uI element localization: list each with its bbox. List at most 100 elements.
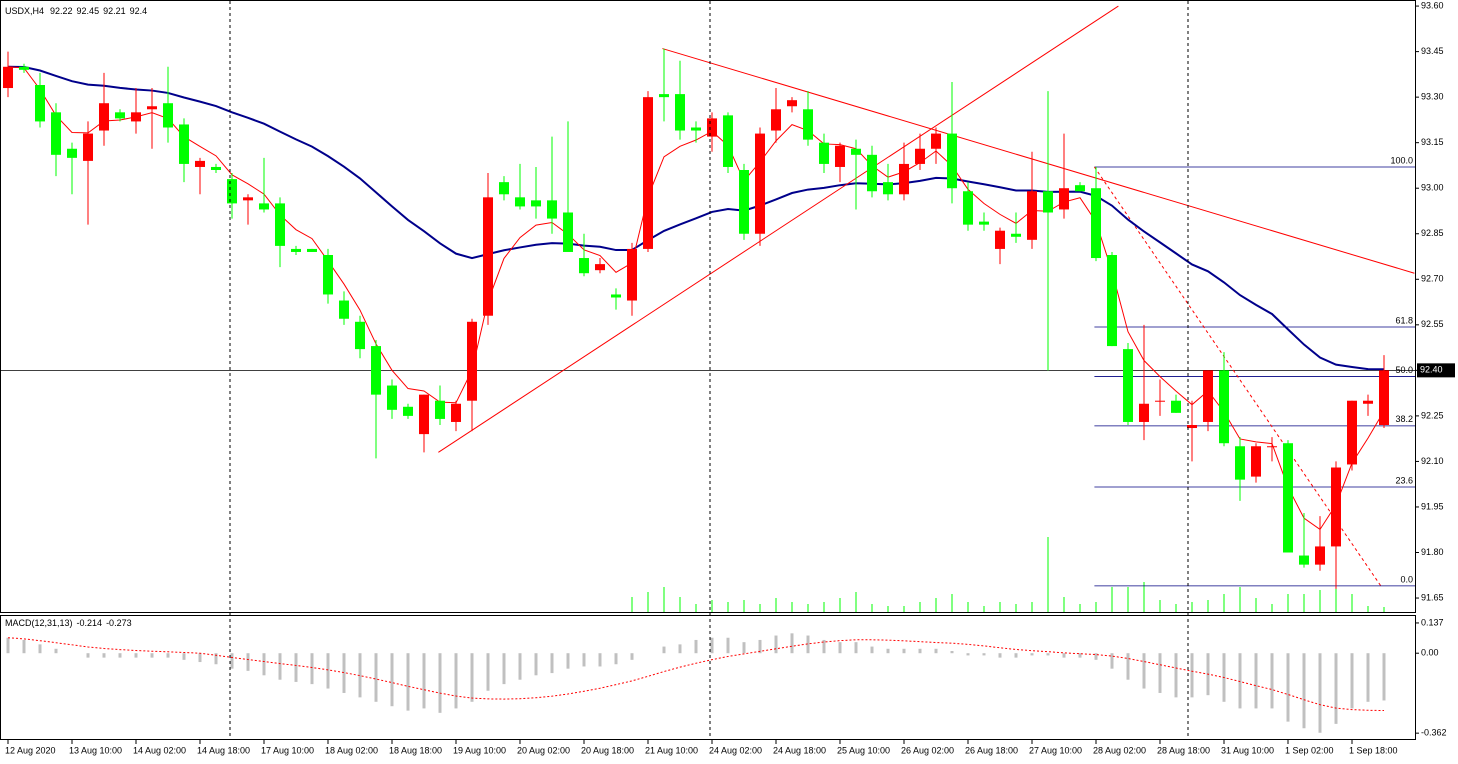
candle-body [499,182,509,195]
candle-body [1379,370,1389,425]
candle-body [1107,255,1117,347]
x-tick-label: 24 Aug 18:00 [773,745,826,755]
candle-body [1267,446,1277,448]
candle-body [275,203,285,246]
y-tick-label: 93.60 [1421,0,1444,10]
candle-body [675,94,685,131]
candle-body [803,109,813,140]
symbol: USDX,H4 [5,6,44,16]
x-tick-label: 28 Aug 02:00 [1093,745,1146,755]
y-tick-label: 92.55 [1421,319,1444,329]
candle-body [531,200,541,207]
low: 92.21 [103,6,126,16]
x-tick-label: 31 Aug 10:00 [1221,745,1274,755]
candle-body [1299,555,1309,565]
candle-body [787,100,797,107]
candle-body [611,294,621,298]
candle-body [243,197,253,201]
y-tick-label: 91.65 [1421,592,1444,602]
high: 92.45 [77,6,100,16]
candle-body [1283,443,1293,553]
candle-body [35,85,45,122]
candle-body [899,163,909,195]
candle-body [403,406,413,416]
trendline [662,48,1415,274]
close: 92.4 [130,6,148,16]
y-tick-label: 92.10 [1421,456,1444,466]
candle-body [1155,400,1165,402]
macd-label: MACD(12,31,13) [5,618,73,628]
candle-body [627,248,637,301]
candle-body [947,133,957,189]
candle-body [1347,400,1357,465]
x-tick-label: 14 Aug 02:00 [133,745,186,755]
x-tick-label: 18 Aug 18:00 [389,745,442,755]
x-tick-label: 13 Aug 10:00 [69,745,122,755]
candle-body [419,394,429,435]
candle-body [723,115,733,167]
y-tick-label: 91.95 [1421,501,1444,511]
signal-value: -0.273 [106,618,132,628]
macd-tick-label: 0.137 [1421,617,1444,627]
fib-label: 61.8 [1395,315,1413,325]
candle-body [1139,403,1149,422]
x-tick-label: 1 Sep 02:00 [1285,745,1334,755]
candle-body [291,248,301,252]
x-tick-label: 14 Aug 18:00 [197,745,250,755]
candle-body [211,166,221,170]
candle-body [963,191,973,225]
candle-body [259,203,269,210]
candle-body [835,145,845,167]
y-tick-label: 92.25 [1421,410,1444,420]
fib-label: 38.2 [1395,414,1413,424]
candle-body [755,133,765,234]
candle-body [867,154,877,192]
candle-body [819,142,829,164]
macd-tick-label: -0.362 [1421,728,1447,738]
candle-body [307,248,317,252]
fib-label: 50.0 [1395,365,1413,375]
candle-body [1123,349,1133,422]
y-tick-label: 91.80 [1421,547,1444,557]
candle-body [1043,191,1053,213]
y-tick-label: 93.30 [1421,92,1444,102]
y-tick-label: 92.85 [1421,228,1444,238]
chart-header: USDX,H4 92.22 92.45 92.21 92.4 [5,6,147,16]
candle-body [979,221,989,225]
candle-body [1331,467,1341,547]
candle-body [195,160,205,167]
fib-label: 100.0 [1390,155,1413,165]
x-tick-label: 25 Aug 10:00 [837,745,890,755]
macd-value: -0.214 [77,618,103,628]
macd-panel-border [0,615,1416,740]
y-tick-label: 93.15 [1421,137,1444,147]
current-price-box [1417,363,1455,378]
candle-body [1059,188,1069,210]
candle-body [579,258,589,274]
open: 92.22 [50,6,73,16]
candle-body [179,124,189,164]
candle-body [515,197,525,207]
candle-body [883,182,893,195]
x-tick-label: 19 Aug 10:00 [453,745,506,755]
x-tick-label: 27 Aug 10:00 [1029,745,1082,755]
candle-body [387,385,397,410]
candle-body [1363,400,1373,404]
candle-body [691,127,701,131]
candle-body [563,212,573,252]
candle-body [227,179,237,204]
macd-signal [7,637,1385,712]
candle-body [739,170,749,234]
candle-body [995,230,1005,249]
candle-body [131,112,141,122]
candle-body [1315,546,1325,565]
y-tick-label: 93.00 [1421,183,1444,193]
candle-body [435,400,445,419]
x-tick-label: 1 Sep 18:00 [1349,745,1398,755]
candle-body [147,106,157,110]
candle-body [451,403,461,422]
current-price-label: 92.40 [1420,365,1443,375]
candle-body [771,109,781,131]
